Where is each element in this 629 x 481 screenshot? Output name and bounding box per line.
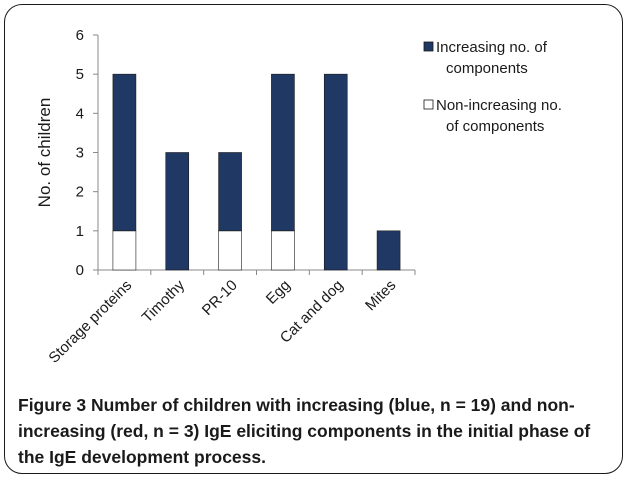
y-tick-label: 0: [76, 262, 84, 279]
bar-increasing: [112, 73, 137, 232]
legend-swatch-non-increasing: [423, 99, 434, 110]
legend-label: Increasing no. of: [436, 39, 548, 56]
bar-chart: 0 1 2 3 4 5 6 No. of children Storage proteins Ti…: [35, 27, 562, 367]
x-tick-label: Storage proteins: [45, 277, 135, 367]
caption-label: Figure 3: [18, 395, 87, 415]
bar-non-increasing: [271, 230, 295, 271]
figure-caption: Figure 3 Number of children with increas…: [18, 392, 616, 470]
bar-increasing: [165, 152, 190, 271]
x-tick-label: Egg: [263, 277, 294, 308]
x-tick-label: Mites: [362, 277, 399, 314]
legend-label: of components: [446, 118, 544, 135]
legend-label: Non-increasing no.: [436, 97, 562, 114]
legend-swatch-increasing: [423, 41, 434, 52]
y-tick-label: 5: [76, 66, 84, 83]
caption-text: Number of children with increasing (blue…: [18, 395, 591, 467]
legend-label: components: [446, 60, 528, 77]
y-tick-label: 6: [76, 27, 84, 44]
x-tick-label: PR-10: [199, 277, 241, 319]
bar-increasing: [376, 230, 401, 271]
bar-non-increasing: [218, 230, 242, 271]
y-axis-label: No. of children: [35, 98, 54, 208]
bar-non-increasing: [112, 230, 137, 271]
y-tick-label: 1: [76, 223, 84, 240]
figure-frame: [4, 4, 623, 474]
bar-increasing: [323, 73, 348, 271]
y-tick-label: 3: [76, 145, 84, 162]
y-tick-label: 2: [76, 184, 84, 201]
bar-increasing: [218, 152, 242, 232]
x-tick-label: Timothy: [139, 276, 189, 326]
y-tick-label: 4: [76, 105, 84, 122]
bar-increasing: [271, 73, 295, 232]
